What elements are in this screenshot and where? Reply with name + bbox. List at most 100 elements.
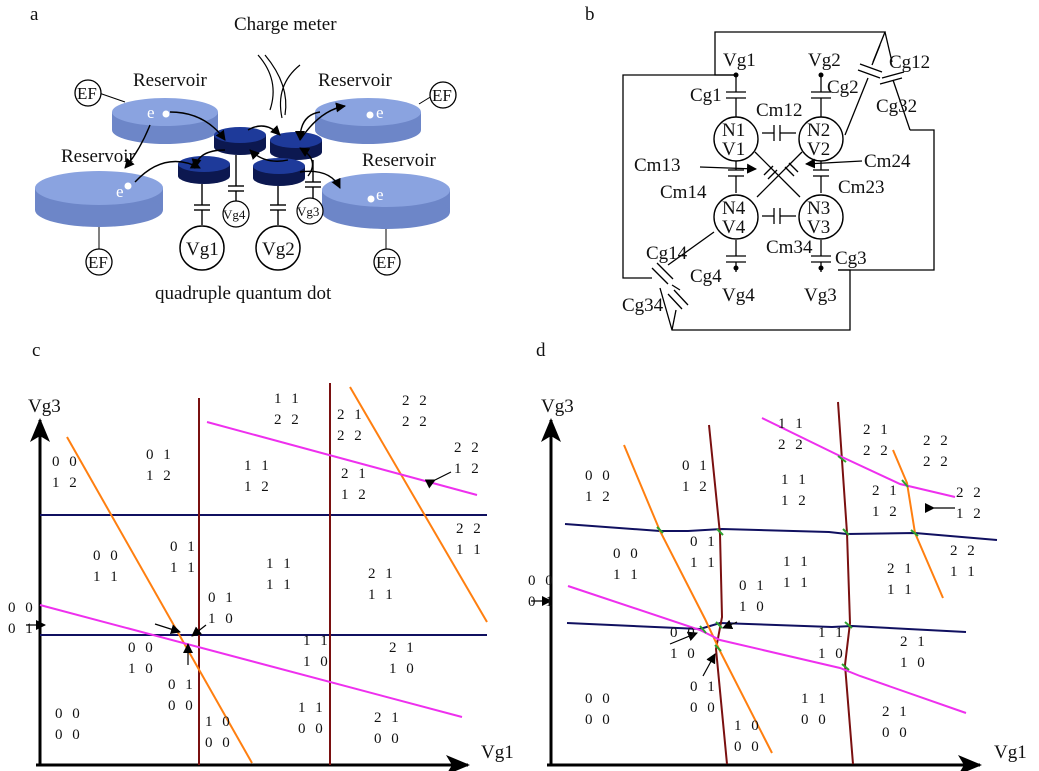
charge-state-label: 1 11 1 — [266, 556, 294, 593]
charge-state-label: 2 10 0 — [882, 704, 910, 741]
charge-state-bottom: 1 1 — [887, 582, 915, 598]
label-vg3: Vg3 — [804, 285, 837, 306]
label-cg34: Cg34 — [622, 295, 664, 316]
charge-state-top: 2 2 — [402, 393, 430, 409]
charge-state-bottom: 1 1 — [950, 564, 978, 580]
charge-state-top: 2 1 — [882, 704, 910, 720]
charge-state-label: 2 11 1 — [368, 566, 393, 603]
label-cg32: Cg32 — [876, 96, 917, 117]
charge-state-top: 1 1 — [274, 391, 302, 407]
transition-line-vg3 — [566, 621, 967, 633]
reservoir-bottom-right: e — [322, 173, 450, 229]
panel-label-d: d — [536, 340, 546, 361]
charge-state-label: 2 21 1 — [456, 521, 484, 558]
svg-text:N3: N3 — [807, 198, 830, 219]
svg-text:N2: N2 — [807, 120, 830, 141]
transition-line-diagonal — [66, 436, 253, 764]
charge-state-bottom: 1 0 — [303, 654, 331, 670]
charge-state-bottom: 0 0 — [168, 698, 196, 714]
label-cg1: Cg1 — [690, 85, 722, 106]
reservoir-top-left: e — [112, 98, 218, 144]
charge-state-bottom: 1 2 — [872, 504, 900, 520]
gate-vg4: Vg4 — [222, 200, 250, 228]
charge-state-bottom: 0 0 — [690, 700, 718, 716]
charge-state-label: 0 00 1 — [8, 600, 36, 637]
charge-state-top: 2 1 — [374, 710, 402, 726]
charge-state-bottom: 1 1 — [456, 542, 484, 558]
charge-state-label: 0 11 2 — [682, 458, 707, 495]
charge-state-label: 1 11 1 — [783, 554, 808, 591]
y-axis-label: Vg3 — [541, 396, 574, 417]
charge-state-bottom: 2 2 — [274, 412, 302, 428]
charge-state-top: 1 1 — [244, 458, 272, 474]
y-axis-label: Vg3 — [28, 396, 61, 417]
charge-state-label: 2 10 0 — [374, 710, 402, 747]
label-cg14: Cg14 — [646, 243, 688, 264]
charge-state-bottom: 0 0 — [734, 739, 762, 755]
charge-state-top: 2 2 — [923, 433, 951, 449]
charge-state-label: 0 11 0 — [208, 590, 236, 627]
charge-state-bottom: 0 0 — [298, 721, 326, 737]
charge-state-top: 1 0 — [205, 714, 233, 730]
charge-state-bottom: 1 0 — [128, 661, 156, 677]
panel-label-a: a — [30, 4, 39, 25]
charge-state-top: 0 1 — [208, 590, 236, 606]
charge-state-label: 1 11 0 — [818, 625, 843, 662]
charge-state-top: 0 0 — [670, 625, 698, 641]
charge-state-label: 0 01 0 — [128, 640, 156, 677]
charge-state-bottom: 1 2 — [781, 493, 809, 509]
charge-state-bottom: 1 0 — [670, 646, 698, 662]
fermi-level-icon: EF — [418, 81, 457, 109]
charge-state-top: 0 0 — [55, 706, 83, 722]
charge-state-top: 1 1 — [801, 691, 829, 707]
gate-vg2: Vg2 — [255, 225, 301, 271]
label-cm34: Cm34 — [766, 237, 813, 258]
charge-state-label: 0 11 1 — [170, 539, 198, 576]
charge-state-label: 1 12 2 — [274, 391, 302, 428]
charge-state-label: 0 01 0 — [670, 625, 698, 662]
label-cg12: Cg12 — [889, 52, 930, 73]
charge-state-top: 2 2 — [454, 440, 482, 456]
svg-text:N4: N4 — [722, 198, 746, 219]
charge-state-bottom: 1 0 — [208, 611, 236, 627]
charge-state-bottom: 1 1 — [170, 560, 198, 576]
panel-a: a Charge meter e e e — [30, 4, 457, 304]
charge-state-top: 0 0 — [8, 600, 36, 616]
charge-state-bottom: 1 1 — [266, 577, 294, 593]
label-vg4: Vg4 — [722, 285, 755, 306]
charge-state-top: 2 1 — [341, 466, 369, 482]
svg-text:N1: N1 — [722, 120, 745, 141]
charge-state-bottom: 0 0 — [205, 735, 233, 751]
charge-state-bottom: 1 2 — [52, 475, 80, 491]
panel-b: b — [585, 4, 935, 331]
charge-state-bottom: 1 2 — [244, 479, 272, 495]
charge-state-bottom: 1 2 — [585, 489, 613, 505]
charge-state-top: 0 0 — [93, 548, 121, 564]
label-cm23: Cm23 — [838, 177, 884, 198]
charge-state-label: 0 11 1 — [690, 534, 718, 571]
fermi-level-icon: EF — [373, 229, 401, 276]
charge-state-label: 0 01 1 — [93, 548, 121, 585]
gate-capacitors — [194, 155, 321, 225]
charge-state-top: 2 2 — [950, 543, 978, 559]
charge-state-top: 0 1 — [690, 534, 718, 550]
quantum-dots — [178, 127, 322, 186]
label-vg2: Vg2 — [808, 50, 841, 71]
label-cm14: Cm14 — [660, 182, 707, 203]
charge-state-bottom: 0 0 — [882, 725, 910, 741]
charge-state-top: 2 1 — [389, 640, 417, 656]
quadruple-dot-caption: quadruple quantum dot — [155, 283, 332, 304]
charge-state-bottom: 1 0 — [389, 661, 417, 677]
charge-state-bottom: 2 2 — [863, 443, 891, 459]
charge-state-bottom: 1 2 — [454, 461, 482, 477]
charge-state-label: 0 11 0 — [739, 578, 764, 615]
svg-text:V2: V2 — [807, 139, 830, 160]
charge-state-top: 1 1 — [778, 416, 806, 432]
charge-state-label: 0 10 0 — [690, 679, 718, 716]
svg-text:EF: EF — [376, 253, 396, 272]
fermi-level-icon: EF — [85, 227, 113, 276]
charge-state-bottom: 0 1 — [528, 594, 556, 610]
charge-state-label: 1 00 0 — [205, 714, 233, 751]
svg-text:EF: EF — [77, 84, 97, 103]
